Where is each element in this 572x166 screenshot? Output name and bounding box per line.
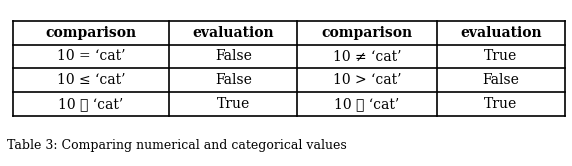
Text: True: True [217,97,250,111]
Text: 10 ≵ ‘cat’: 10 ≵ ‘cat’ [335,97,400,111]
Text: True: True [484,49,518,63]
Text: False: False [215,49,252,63]
Text: 10 ≠ ‘cat’: 10 ≠ ‘cat’ [333,49,402,63]
Text: False: False [482,73,519,87]
Text: 10 ≤ ‘cat’: 10 ≤ ‘cat’ [57,73,125,87]
Text: False: False [215,73,252,87]
Text: 10 = ‘cat’: 10 = ‘cat’ [57,49,125,63]
Text: 10 > ‘cat’: 10 > ‘cat’ [333,73,402,87]
Text: evaluation: evaluation [193,26,274,40]
Text: 10 ≴ ‘cat’: 10 ≴ ‘cat’ [58,97,124,111]
Text: evaluation: evaluation [460,26,542,40]
Text: True: True [484,97,518,111]
Text: comparison: comparison [321,26,412,40]
Text: Table 3: Comparing numerical and categorical values: Table 3: Comparing numerical and categor… [7,138,347,152]
Text: comparison: comparison [46,26,137,40]
